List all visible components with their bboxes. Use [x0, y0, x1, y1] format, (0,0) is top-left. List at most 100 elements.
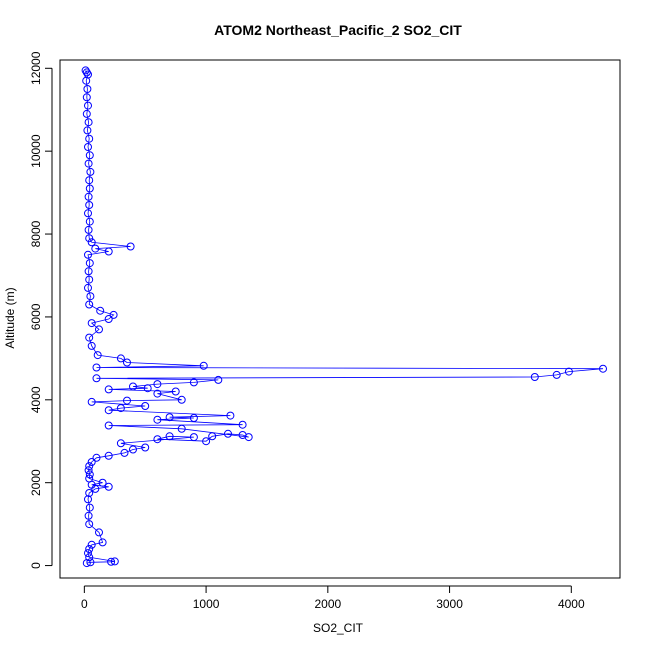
data-point — [202, 437, 211, 446]
data-point — [81, 66, 90, 75]
data-point — [85, 217, 94, 226]
data-point — [171, 387, 180, 396]
data-point — [123, 396, 131, 405]
data-point — [84, 159, 93, 168]
data-point — [92, 363, 101, 372]
data-point — [153, 389, 162, 398]
data-point — [238, 431, 247, 439]
x-tick-label: 1000 — [193, 597, 220, 611]
data-point — [564, 367, 573, 376]
data-point — [177, 395, 186, 404]
x-tick-label: 4000 — [558, 597, 585, 611]
data-point — [85, 520, 94, 529]
data-point — [85, 259, 94, 268]
data-point — [153, 380, 162, 389]
data-point — [84, 143, 92, 151]
y-tick-label: 0 — [29, 562, 43, 569]
data-point — [87, 458, 96, 466]
data-point — [104, 482, 113, 491]
y-tick-label: 12000 — [29, 51, 43, 85]
y-tick-label: 8000 — [29, 220, 43, 247]
data-point — [84, 250, 92, 259]
data-point — [84, 192, 93, 201]
y-tick-label: 2000 — [29, 469, 43, 496]
data-point — [91, 244, 100, 253]
data-point — [95, 325, 103, 334]
data-point — [129, 445, 137, 454]
data-point — [82, 559, 91, 568]
data-point — [129, 382, 137, 391]
data-point — [165, 432, 174, 441]
data-point — [126, 242, 135, 251]
data-point — [85, 134, 94, 143]
data-point — [87, 397, 96, 406]
data-point — [189, 414, 198, 422]
y-tick-label: 4000 — [29, 386, 43, 413]
plot-frame — [59, 59, 621, 579]
data-point — [84, 495, 92, 504]
data-point — [84, 549, 92, 558]
data-point — [165, 413, 174, 422]
data-point — [95, 528, 103, 537]
data-point — [85, 470, 94, 479]
data-point — [92, 374, 101, 383]
data-point — [85, 333, 94, 342]
data-point — [84, 209, 92, 218]
x-axis-label: SO2_CIT — [313, 621, 364, 635]
data-point — [98, 478, 107, 487]
data-point — [214, 375, 223, 384]
data-point — [238, 420, 247, 429]
data-point — [85, 151, 94, 160]
data-point — [189, 378, 198, 387]
data-point — [552, 370, 561, 379]
data-point — [116, 354, 125, 363]
data-point — [82, 68, 91, 77]
data-point — [98, 538, 107, 547]
data-point — [224, 429, 232, 438]
data-point — [84, 101, 92, 110]
data-point — [84, 466, 93, 475]
data-point — [153, 435, 162, 444]
y-axis-label: Altitude (m) — [3, 287, 17, 348]
data-point — [109, 310, 118, 319]
data-point — [107, 557, 116, 566]
data-point — [153, 415, 162, 424]
data-point — [92, 453, 101, 462]
data-point — [85, 234, 94, 243]
data-point — [86, 292, 95, 301]
data-point — [143, 384, 152, 393]
data-point — [82, 93, 91, 102]
data-point — [141, 402, 150, 410]
y-tick-label: 6000 — [29, 303, 43, 330]
data-point — [85, 184, 94, 193]
data-point — [104, 451, 113, 460]
data-point — [84, 267, 93, 276]
data-point — [85, 275, 94, 284]
data-point — [85, 176, 94, 185]
data-point — [85, 503, 94, 512]
data-point — [85, 201, 94, 209]
data-point — [189, 433, 198, 442]
data-point — [83, 85, 92, 93]
data-point — [96, 306, 105, 315]
x-tick-label: 3000 — [436, 597, 463, 611]
data-point — [82, 109, 91, 118]
data-point — [84, 118, 93, 127]
data-point — [85, 489, 94, 497]
data-point — [85, 545, 94, 553]
data-point — [599, 364, 607, 373]
data-point — [104, 247, 113, 256]
data-point — [84, 511, 93, 520]
data-point — [85, 462, 94, 471]
data-point — [91, 484, 100, 493]
data-series — [81, 66, 607, 568]
data-point — [82, 76, 91, 85]
data-point — [208, 432, 217, 441]
data-point — [87, 341, 96, 350]
y-tick-label: 10000 — [29, 134, 43, 168]
data-point — [226, 411, 235, 420]
x-axis: 0 1000 2000 3000 4000 — [81, 585, 585, 611]
data-point — [120, 448, 129, 457]
data-point — [86, 558, 95, 567]
